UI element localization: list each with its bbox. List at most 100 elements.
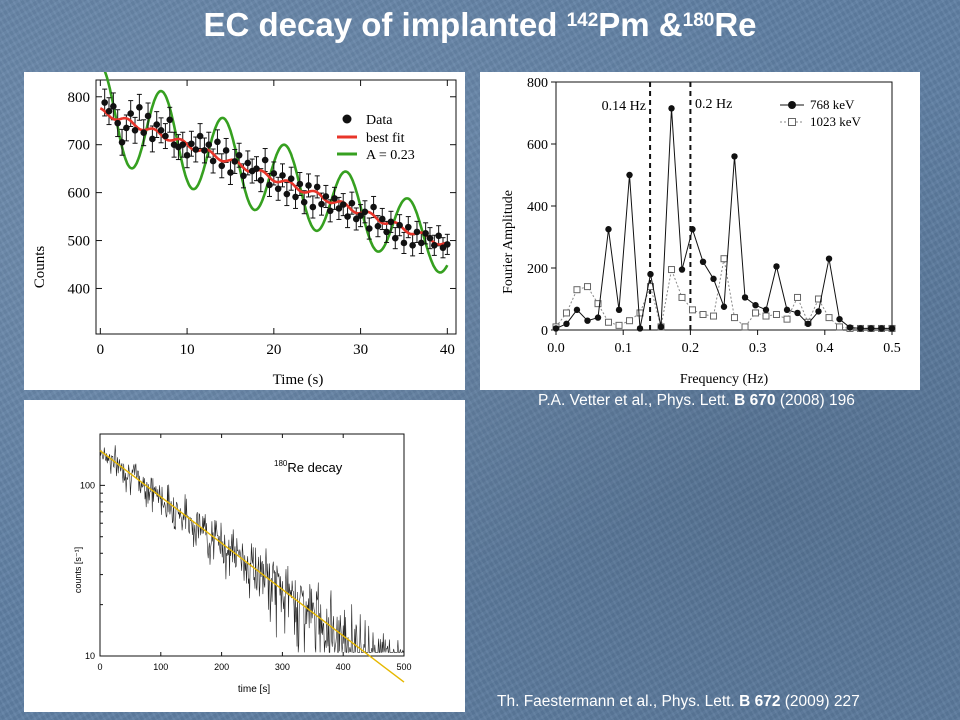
series-1023-point xyxy=(584,283,592,291)
reference-faestermann-text: Th. Faestermann et al., Phys. Lett. xyxy=(497,693,740,710)
data-point xyxy=(110,103,117,110)
data-point xyxy=(309,203,317,211)
series-1023-point xyxy=(783,315,791,323)
data-point xyxy=(361,208,369,216)
x-tick-label: 0.0 xyxy=(547,341,565,356)
series-768-point xyxy=(867,325,875,332)
slide-title: EC decay of implanted 142Pm &180Re xyxy=(203,6,757,43)
series-768-point xyxy=(783,306,791,314)
re-decay-plot: 0 100 200 300 400 500 10 100 time [s] counts [s… xyxy=(73,433,412,695)
series-1023-point xyxy=(825,314,833,322)
data-point xyxy=(344,213,351,220)
data-point xyxy=(205,141,213,148)
series-768-point xyxy=(815,308,822,315)
data-point xyxy=(218,162,226,170)
decay-data-trace xyxy=(100,445,404,654)
data-point xyxy=(136,104,143,111)
annotation-0-14hz: 0.14 Hz xyxy=(602,99,646,114)
series-1023-point xyxy=(688,306,696,314)
series-1023-point xyxy=(762,312,770,320)
chart-title: 180Re decay xyxy=(274,459,343,475)
series-1023-point xyxy=(594,300,602,308)
x-tick-label: 0.4 xyxy=(816,341,834,356)
data-point xyxy=(131,127,139,134)
data-point xyxy=(192,146,200,153)
y-axis-label: Counts xyxy=(32,246,48,289)
data-point xyxy=(179,141,187,148)
series-1023-point xyxy=(646,283,654,291)
y-tick-label: 600 xyxy=(527,138,548,153)
legend-768-label: 768 keV xyxy=(810,97,855,112)
series-1023-point xyxy=(615,321,623,329)
data-point xyxy=(387,218,395,226)
data-point xyxy=(400,239,408,247)
series-768-point xyxy=(752,302,759,309)
y-tick-label: 800 xyxy=(68,90,91,106)
series-1023-point xyxy=(710,312,718,320)
series-768-point xyxy=(762,306,770,314)
data-point xyxy=(292,193,299,201)
series-1023-point xyxy=(752,309,760,317)
data-point xyxy=(396,221,403,229)
series-768-point xyxy=(699,258,707,265)
data-point xyxy=(305,182,312,189)
x-tick-label: 0.3 xyxy=(749,341,767,356)
data-point xyxy=(422,230,429,237)
series-768-point xyxy=(804,320,812,327)
x-tick-label: 20 xyxy=(266,342,281,358)
data-point xyxy=(418,239,425,247)
fourier-spectrum-plot: 0.0 0.1 0.2 0.3 0.4 0.5 0 200 400 600 800 Frequenc… xyxy=(501,76,901,387)
series-768-line xyxy=(555,108,892,329)
fourier-amplitude-chart: 0.0 0.1 0.2 0.3 0.4 0.5 0 200 400 600 800 Frequenc… xyxy=(480,72,920,390)
data-point xyxy=(370,203,377,211)
series-768-point xyxy=(836,315,843,323)
series-768-point xyxy=(605,226,612,233)
data-point xyxy=(149,135,156,143)
data-point xyxy=(162,132,169,140)
legend: 768 keV 1023 keV xyxy=(780,97,862,129)
plot-area: 0 10 20 30 40 400 500 600 700 800 xyxy=(68,63,457,358)
data-point xyxy=(127,110,134,117)
data-point xyxy=(409,242,416,249)
x-tick-label: 0 xyxy=(97,662,102,672)
data-point xyxy=(322,193,330,200)
data-point xyxy=(222,147,230,154)
y-axis-label: Fourier Amplitude xyxy=(501,190,516,294)
re-decay-chart: 0 100 200 300 400 500 10 100 time [s] counts [s… xyxy=(24,400,465,712)
decay-fit-line xyxy=(99,449,405,683)
y-tick-label: 700 xyxy=(68,138,91,154)
series-768-point xyxy=(888,325,896,332)
series-768-point xyxy=(720,303,728,310)
counts-vs-time-plot: 0 10 20 30 40 400 500 600 700 800 Time (s) Counts… xyxy=(32,63,457,388)
data-point xyxy=(153,121,161,128)
data-point xyxy=(391,234,399,242)
series-1023-point xyxy=(794,293,802,301)
data-point xyxy=(404,223,412,231)
x-tick-label: 30 xyxy=(353,342,368,358)
data-point xyxy=(209,157,217,165)
data-point xyxy=(300,198,308,206)
data-point xyxy=(335,205,343,212)
data-point xyxy=(435,232,442,240)
x-axis-label: Frequency (Hz) xyxy=(680,372,769,387)
series-1023-point xyxy=(741,323,749,331)
data-point xyxy=(253,165,260,172)
chart-title-sup: 180 xyxy=(274,459,288,468)
data-point xyxy=(201,147,208,154)
series-768-point xyxy=(825,255,833,262)
data-point xyxy=(214,138,221,146)
x-tick-label: 0 xyxy=(97,342,105,358)
series-1023-point xyxy=(604,318,612,326)
data-point xyxy=(444,241,451,248)
reference-faestermann-volume: B 672 xyxy=(739,693,781,710)
series-768-point xyxy=(710,275,717,283)
series-1023-point xyxy=(730,314,738,322)
x-tick-label: 300 xyxy=(275,662,290,672)
data-point xyxy=(287,175,295,183)
x-tick-label: 500 xyxy=(396,662,411,672)
data-point xyxy=(383,228,390,236)
x-tick-label: 40 xyxy=(440,342,455,358)
y-tick-label: 10 xyxy=(85,651,95,661)
y-axis-label: counts [s⁻¹] xyxy=(73,547,83,593)
series-768-point xyxy=(584,317,591,324)
